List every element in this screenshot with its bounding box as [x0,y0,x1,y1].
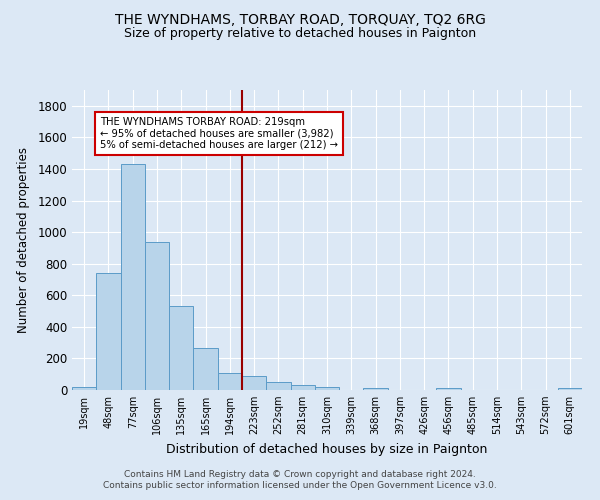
Bar [72,387,96,390]
Text: Contains HM Land Registry data © Crown copyright and database right 2024.: Contains HM Land Registry data © Crown c… [124,470,476,479]
Bar [193,348,218,390]
Text: Size of property relative to detached houses in Paignton: Size of property relative to detached ho… [124,28,476,40]
Bar [121,164,145,390]
Bar [290,386,315,390]
Text: THE WYNDHAMS TORBAY ROAD: 219sqm
← 95% of detached houses are smaller (3,982)
5%: THE WYNDHAMS TORBAY ROAD: 219sqm ← 95% o… [100,117,338,150]
Bar [96,273,121,390]
Bar [436,388,461,390]
Bar [266,382,290,390]
Bar [364,388,388,390]
Y-axis label: Number of detached properties: Number of detached properties [17,147,31,333]
Bar [145,242,169,390]
Bar [218,374,242,390]
Text: Contains public sector information licensed under the Open Government Licence v3: Contains public sector information licen… [103,481,497,490]
Bar [558,388,582,390]
Bar [169,306,193,390]
X-axis label: Distribution of detached houses by size in Paignton: Distribution of detached houses by size … [166,442,488,456]
Text: THE WYNDHAMS, TORBAY ROAD, TORQUAY, TQ2 6RG: THE WYNDHAMS, TORBAY ROAD, TORQUAY, TQ2 … [115,12,485,26]
Bar [315,388,339,390]
Bar [242,376,266,390]
